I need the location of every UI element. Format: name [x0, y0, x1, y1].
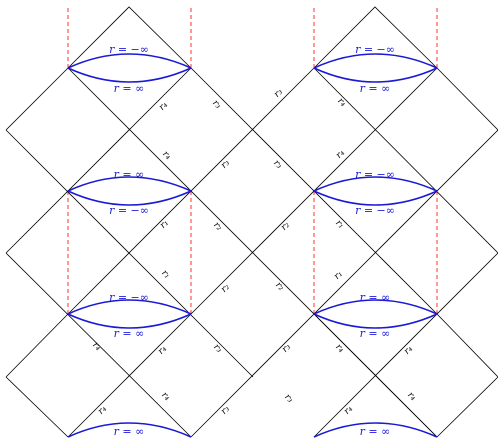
region-label-r1: r₁ [333, 218, 346, 231]
edge-diag-14 [5, 376, 69, 438]
edge-diag-1 [5, 67, 69, 131]
region-label-r4: r₄ [157, 100, 170, 113]
arc-top-right-lower [313, 67, 438, 83]
edge-diag-16 [313, 313, 438, 438]
label-mid-left-lower: r = −∞ [109, 204, 149, 217]
edge-diag-11 [190, 129, 498, 438]
region-label-r3: r₃ [272, 87, 285, 100]
region-label-r4: r₄ [159, 390, 172, 403]
edge-diag-3 [5, 67, 192, 254]
arc-top-left-upper [67, 53, 192, 69]
arc-mid-right-upper [313, 176, 438, 192]
edge-diag-17 [436, 313, 498, 378]
edge-top-right-diamond [313, 6, 438, 69]
region-label-r4: r₄ [342, 404, 355, 417]
region-label-r3: r₃ [271, 158, 284, 171]
edge-diag-12 [313, 252, 498, 438]
label-bottom-right: r = ∞ [360, 425, 391, 438]
arc-mid-right-lower [313, 190, 438, 206]
edge-diag-15 [67, 313, 192, 438]
arc-labels: r = −∞ r = ∞ r = −∞ r = ∞ r = ∞ r = −∞ r… [109, 43, 395, 438]
region-label-r4: r₄ [96, 404, 109, 417]
region-label-r4: r₄ [156, 344, 169, 357]
arc-bottom-right [313, 422, 438, 438]
edge-top-left-diamond [67, 6, 192, 69]
region-label-r2: r₂ [279, 220, 292, 233]
region-label-r4: r₄ [405, 390, 418, 403]
arc-bottom-left [67, 422, 192, 438]
region-label-r3: r₃ [282, 392, 295, 405]
region-label-r4: r₄ [335, 96, 348, 109]
edge-diag-9 [5, 129, 254, 378]
edge-diag-6 [313, 67, 498, 254]
label-low-left-upper: r = −∞ [109, 291, 149, 304]
arc-low-left-lower [67, 313, 192, 329]
region-label-r1: r₁ [159, 268, 172, 281]
region-label-r4: r₄ [160, 149, 173, 162]
dashed-guide-lines [67, 8, 438, 314]
region-label-r2: r₂ [273, 280, 286, 293]
label-top-left-upper: r = −∞ [109, 43, 149, 56]
edge-diag-10 [5, 252, 192, 438]
region-label-r1: r₁ [158, 218, 171, 231]
diamond-edges [5, 6, 498, 438]
label-top-left-lower: r = ∞ [114, 82, 145, 95]
arc-mid-left-lower [67, 190, 192, 206]
label-bottom-left: r = ∞ [114, 425, 145, 438]
edge-diag-13 [5, 313, 69, 378]
edge-diag-8 [436, 67, 498, 131]
arc-top-right-upper [313, 53, 438, 69]
horizon-arcs [67, 53, 438, 438]
label-low-left-lower: r = ∞ [114, 327, 145, 340]
arc-low-right-lower [313, 313, 438, 329]
region-label-r4: r₄ [334, 148, 347, 161]
region-label-r3: r₃ [219, 158, 232, 171]
region-label-r4: r₄ [90, 340, 103, 353]
region-label-r3: r₃ [210, 98, 223, 111]
region-label-r4: r₄ [402, 344, 415, 357]
label-low-right-lower: r = ∞ [360, 327, 391, 340]
arc-low-left-upper [67, 299, 192, 315]
label-mid-right-upper: r = −∞ [355, 168, 395, 181]
label-top-right-lower: r = ∞ [360, 82, 391, 95]
label-low-right-upper: r = ∞ [360, 291, 391, 304]
arc-low-right-upper [313, 299, 438, 315]
region-label-r3: r₃ [219, 404, 232, 417]
label-mid-right-lower: r = −∞ [355, 204, 395, 217]
region-label-r3: r₃ [211, 342, 224, 355]
label-top-right-upper: r = −∞ [355, 43, 395, 56]
region-label-r1: r₁ [332, 269, 345, 282]
region-label-r3: r₃ [280, 342, 293, 355]
edge-diag-18 [436, 376, 498, 438]
arc-mid-left-upper [67, 176, 192, 192]
label-mid-left-upper: r = ∞ [114, 168, 145, 181]
arc-top-left-lower [67, 67, 192, 83]
